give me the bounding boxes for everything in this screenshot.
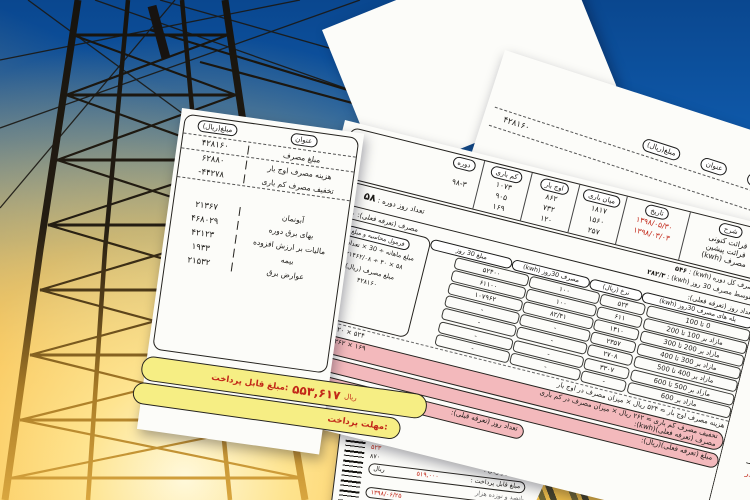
period-value: ۹۸-۳ [451, 177, 468, 190]
stub-payable-unit: ریال [373, 465, 386, 474]
days-value: ۵۸ [362, 191, 377, 205]
stub-payable-value: ۵۱۹,۰۰۰ [416, 470, 440, 481]
stub-deadline-value: ۱۳۹۸/۰۶/۲۵ [370, 488, 403, 500]
payable-unit: ریال [343, 391, 358, 402]
deadline-label: مهلت پرداخت: [326, 414, 389, 433]
total-value: ۵۴۶ [674, 264, 688, 275]
col-amount: مبلغ(ریال) [196, 119, 239, 138]
back-col-amount: مبلغ(ریال) [640, 137, 683, 162]
payable-amount: ۵۵۳,۶۱۷ [291, 381, 342, 403]
payable-label: مبلغ قابل پرداخت: [210, 372, 290, 393]
col-period: دوره [451, 155, 477, 173]
col-title: عنوان [289, 132, 318, 149]
days-label: تعداد روز دوره : [376, 195, 426, 217]
summary-table: مبلغ(ریال) عنوان ۴۲۸۱۶۰ مبلغ مصرف ۶۲۸۸۰ هز… [152, 113, 360, 374]
stub-round-value: ۸۷۰ [369, 453, 381, 462]
